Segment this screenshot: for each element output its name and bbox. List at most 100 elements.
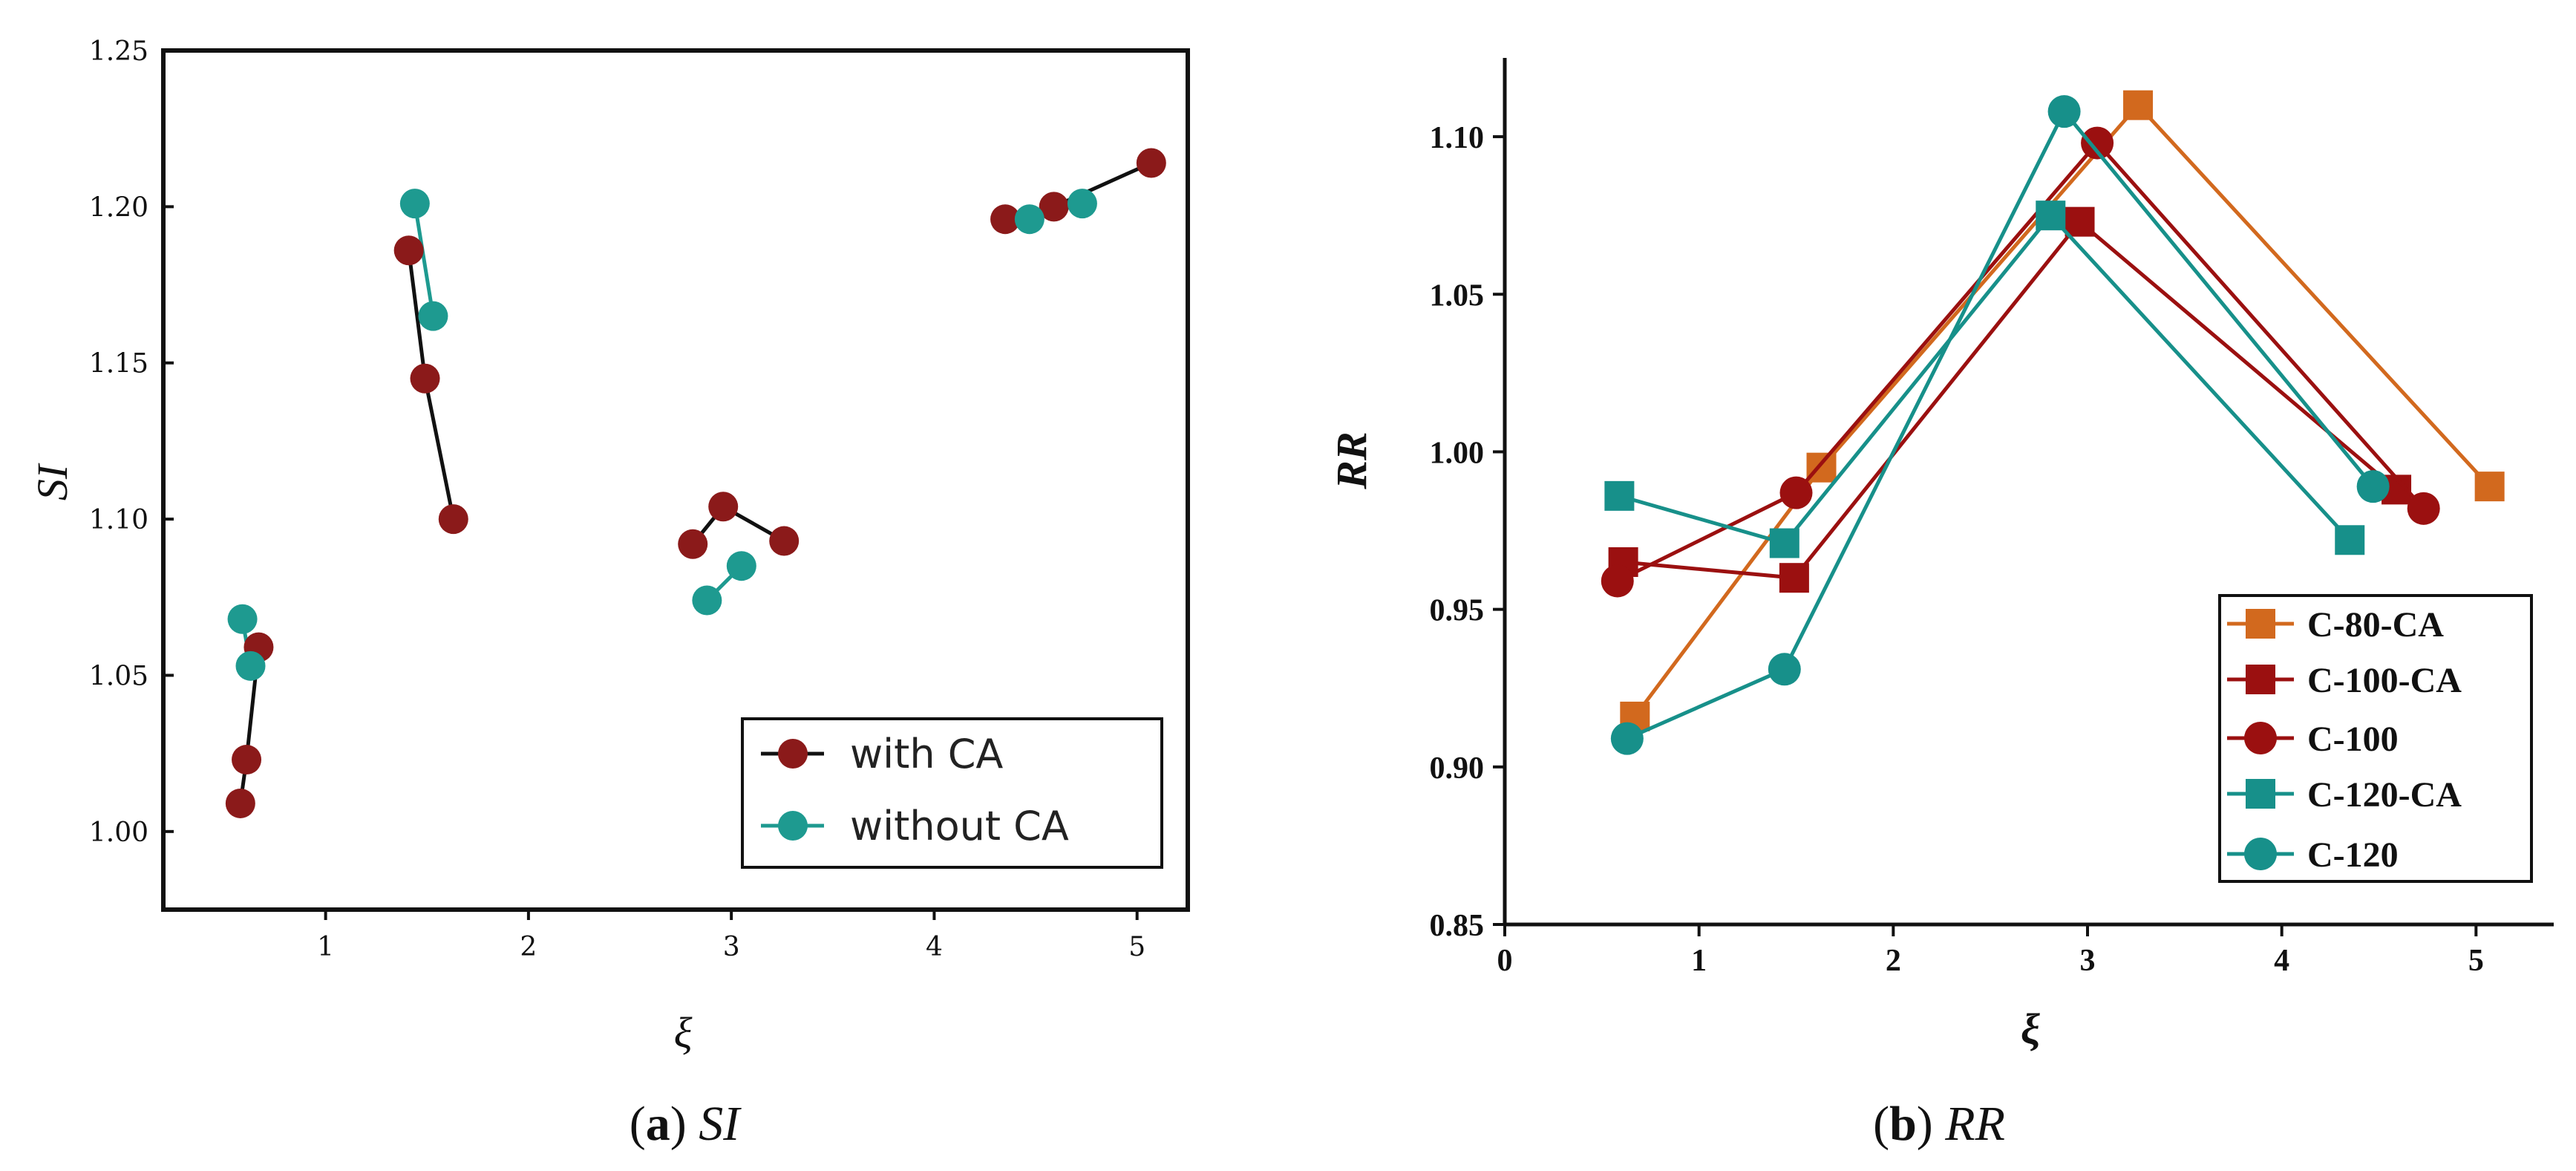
- series-line-c-120: [1626, 108, 2375, 740]
- with-ca-point: [1039, 192, 1069, 222]
- with-ca-point: [769, 526, 800, 556]
- panel-a-x-axis-title: ξ: [674, 1008, 693, 1057]
- legend-c100-label: C-100: [2307, 720, 2399, 759]
- legend-c100ca-label: C-100-CA: [2307, 661, 2462, 700]
- panel-a-y-tick-label: 1.15: [89, 349, 148, 379]
- series-point-c-100-ca: [1779, 563, 1809, 593]
- panel-b-y-tick-label: 1.05: [1430, 278, 1485, 313]
- legend-c100-marker: [2244, 722, 2277, 754]
- without-ca-point: [399, 189, 430, 219]
- series-point-c-120-ca: [1604, 480, 1635, 511]
- panel-b-x-tick-label: 0: [1497, 944, 1513, 978]
- panel-a-x-tick-label: 4: [926, 932, 943, 962]
- series-point-c-120: [2356, 470, 2390, 503]
- panel-b-y-tick-label: 1.10: [1430, 121, 1485, 155]
- with-ca-point: [393, 235, 424, 266]
- panel-a-y-tick-label: 1.00: [89, 818, 148, 848]
- without-ca-point: [418, 301, 448, 331]
- legend-c120-marker: [2244, 838, 2277, 870]
- series-line-c-100: [1616, 140, 2425, 583]
- with-ca-point: [438, 504, 468, 535]
- panel-a-points: [225, 148, 1166, 818]
- legend-with-ca-marker: [778, 739, 808, 769]
- panel-b-y-tick-label: 1.00: [1430, 436, 1485, 470]
- series-line-c-120-ca: [1618, 212, 2352, 546]
- series-point-c-120: [1610, 722, 1644, 755]
- series-point-c-100: [2081, 126, 2114, 160]
- series-point-c-120-ca: [2036, 200, 2066, 231]
- panel-b-x-axis-title: ξ: [2021, 1005, 2040, 1053]
- with-ca-point: [232, 745, 262, 775]
- panel-b-x-ticks: 0 1 2 3 4 5: [1497, 924, 2484, 978]
- panel-b-y-tick-label: 0.90: [1430, 751, 1485, 786]
- panel-b-y-tick-label: 0.85: [1430, 909, 1485, 943]
- without-ca-point: [227, 604, 258, 634]
- with-ca-point: [678, 529, 708, 559]
- panel-a-y-tick-label: 1.20: [89, 192, 148, 223]
- legend-c80ca-label: C-80-CA: [2307, 605, 2444, 645]
- panel-b-x-tick-label: 2: [1886, 944, 1901, 978]
- legend-with-ca-label: with CA: [850, 731, 1003, 777]
- series-c-120: [1610, 95, 2390, 755]
- series-point-c-100-ca: [2065, 206, 2095, 237]
- panel-b-legend: C-80-CA C-100-CA C-100 C-120-CA C-120: [2218, 594, 2533, 883]
- panel-a-si-chart: 1 2 3 4 5 1.00 1.05 1.10 1.15 1.20 1.25 ξ SI with…: [28, 36, 1190, 1151]
- panel-a-legend-box: [741, 717, 1163, 869]
- panel-a-x-tick-label: 1: [317, 932, 334, 962]
- legend-c100ca-marker: [2246, 665, 2275, 694]
- without-ca-point: [692, 585, 722, 616]
- series-line-c-100-ca: [1623, 219, 2398, 580]
- legend-c80ca: C-80-CA: [2227, 605, 2444, 645]
- panel-a-plot-frame: [161, 48, 1190, 912]
- panel-b-series: [1601, 90, 2505, 755]
- legend-c120ca-marker: [2246, 779, 2275, 809]
- series-point-c-100: [1601, 564, 1634, 598]
- legend-c120-label: C-120: [2307, 835, 2399, 875]
- without-ca-point: [1014, 204, 1045, 235]
- series-point-c-120-ca: [2335, 525, 2365, 555]
- panel-a-caption-label: SI: [699, 1097, 742, 1151]
- series-c-120-ca: [1604, 200, 2365, 558]
- legend-c120ca-label: C-120-CA: [2307, 775, 2462, 815]
- series-point-c-80-ca: [2474, 472, 2505, 502]
- panel-a-y-tick-label: 1.25: [89, 36, 148, 67]
- series-point-c-120: [1768, 653, 1801, 686]
- panel-b-caption-letter: b: [1889, 1097, 1917, 1151]
- series-line-c-80-ca: [1633, 102, 2491, 718]
- panel-a-x-ticks: 1 2 3 4 5: [317, 910, 1145, 962]
- panel-b-x-tick-label: 1: [1691, 944, 1707, 978]
- panel-a-caption-letter: a: [646, 1097, 670, 1151]
- legend-c100ca: C-100-CA: [2227, 661, 2462, 700]
- with-ca-point: [1136, 148, 1166, 178]
- panel-b-caption: (b) RR: [1873, 1097, 2005, 1151]
- series-point-c-100: [1779, 476, 1813, 509]
- without-ca-point: [726, 551, 756, 581]
- panel-b-y-axis-title: RR: [1327, 431, 1376, 489]
- legend-without-ca-label: without CA: [850, 803, 1069, 849]
- panel-a-x-tick-label: 5: [1128, 932, 1145, 962]
- panel-b-x-tick-label: 3: [2080, 944, 2096, 978]
- panel-a-y-ticks: 1.00 1.05 1.10 1.15 1.20 1.25: [89, 36, 174, 848]
- series-point-c-120: [2047, 95, 2081, 128]
- panel-a-x-tick-label: 2: [520, 932, 537, 962]
- legend-c80ca-marker: [2246, 609, 2275, 639]
- with-ca-point: [708, 492, 739, 522]
- with-ca-point: [225, 788, 255, 818]
- with-ca-point: [410, 363, 440, 394]
- panel-a-y-axis-title: SI: [28, 463, 76, 500]
- panel-a-x-tick-label: 3: [723, 932, 740, 962]
- with-ca-point: [990, 204, 1021, 235]
- panel-a-y-tick-label: 1.10: [89, 505, 148, 535]
- panel-b-caption-label: RR: [1944, 1097, 2005, 1151]
- legend-c120ca: C-120-CA: [2227, 775, 2462, 815]
- panel-a-caption: (a) SI: [630, 1097, 742, 1151]
- panel-b-y-tick-label: 0.95: [1430, 594, 1485, 628]
- legend-without-ca-marker: [778, 811, 808, 841]
- panel-a-y-tick-label: 1.05: [89, 661, 148, 691]
- panel-b-rr-chart: 0 1 2 3 4 5 0.85 0.90 0.95 1.00 1.05 1.10 ξ RR C-8…: [1327, 58, 2554, 1151]
- series-point-c-120-ca: [1769, 528, 1799, 558]
- series-c-100: [1601, 126, 2440, 598]
- without-ca-point: [1067, 189, 1097, 219]
- without-ca-line-group-2: [413, 203, 435, 317]
